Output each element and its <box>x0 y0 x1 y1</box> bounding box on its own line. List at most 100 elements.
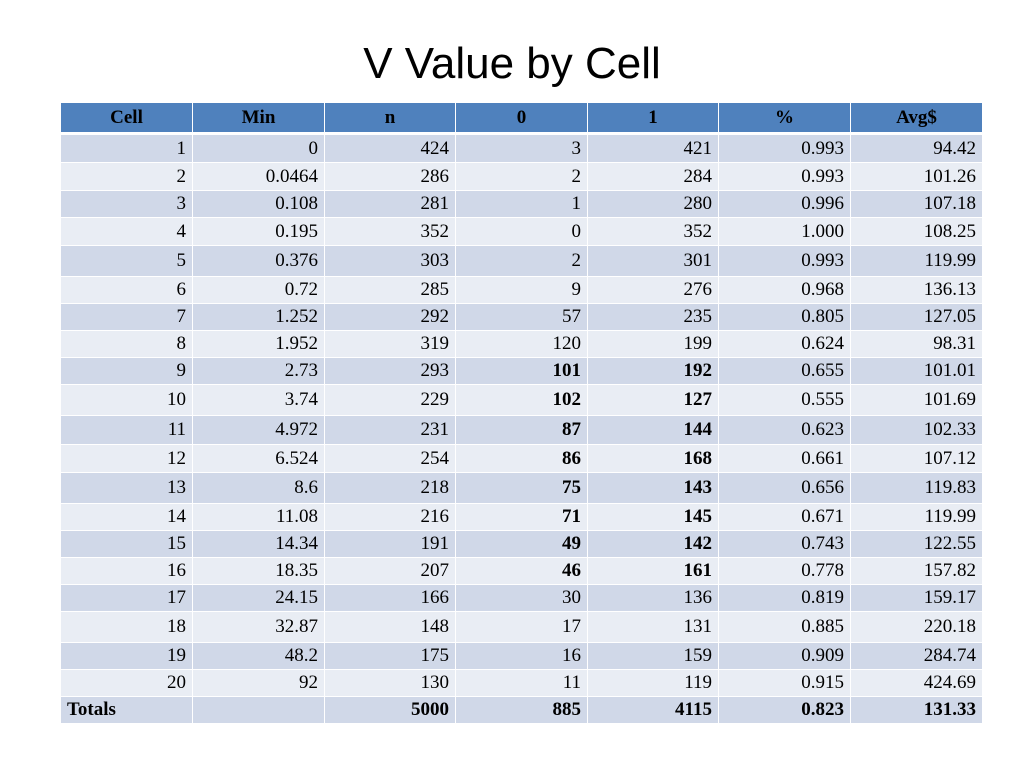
cell-n: 254 <box>324 444 456 473</box>
cell-zero: 101 <box>455 357 588 385</box>
table-row: 11 4.972 231 87 144 0.623 102.33 <box>60 415 983 445</box>
cell-avg: 102.33 <box>850 415 983 445</box>
cell-min: 48.2 <box>192 642 325 670</box>
cell-one: 301 <box>587 245 719 277</box>
v-value-table: Cell Min n 0 1 % Avg$ 1 0 424 3 421 0.993 94.4… <box>60 102 983 724</box>
cell-one: 199 <box>587 330 719 358</box>
cell-zero: 102 <box>455 384 588 416</box>
header-0: 0 <box>455 102 588 134</box>
cell-zero: 71 <box>455 503 588 531</box>
cell-cell: 15 <box>60 530 193 558</box>
cell-percent: 0.743 <box>718 530 851 558</box>
cell-min: 0.72 <box>192 276 325 304</box>
cell-percent: 0.968 <box>718 276 851 304</box>
cell-min: 11.08 <box>192 503 325 531</box>
table-row: 6 0.72 285 9 276 0.968 136.13 <box>60 276 983 304</box>
cell-cell: 8 <box>60 330 193 358</box>
cell-zero: 11 <box>455 669 588 697</box>
cell-n: 231 <box>324 415 456 445</box>
cell-min: 8.6 <box>192 472 325 504</box>
table-row: 19 48.2 175 16 159 0.909 284.74 <box>60 642 983 670</box>
cell-min: 14.34 <box>192 530 325 558</box>
cell-avg: 284.74 <box>850 642 983 670</box>
cell-n: 218 <box>324 472 456 504</box>
cell-percent: 0.993 <box>718 162 851 191</box>
totals-avg: 131.33 <box>850 696 983 724</box>
cell-n: 216 <box>324 503 456 531</box>
cell-n: 293 <box>324 357 456 385</box>
cell-zero: 30 <box>455 584 588 612</box>
cell-one: 143 <box>587 472 719 504</box>
cell-percent: 0.805 <box>718 303 851 331</box>
cell-n: 286 <box>324 162 456 191</box>
cell-zero: 120 <box>455 330 588 358</box>
cell-avg: 101.01 <box>850 357 983 385</box>
table-row: 9 2.73 293 101 192 0.655 101.01 <box>60 357 983 385</box>
cell-one: 136 <box>587 584 719 612</box>
cell-cell: 13 <box>60 472 193 504</box>
cell-avg: 127.05 <box>850 303 983 331</box>
cell-percent: 0.996 <box>718 190 851 218</box>
cell-avg: 159.17 <box>850 584 983 612</box>
cell-cell: 1 <box>60 132 193 163</box>
cell-percent: 0.661 <box>718 444 851 473</box>
cell-one: 421 <box>587 132 719 163</box>
cell-avg: 94.42 <box>850 132 983 163</box>
totals-row: Totals 5000 885 4115 0.823 131.33 <box>60 696 983 724</box>
cell-avg: 101.26 <box>850 162 983 191</box>
table-row: 14 11.08 216 71 145 0.671 119.99 <box>60 503 983 531</box>
cell-min: 18.35 <box>192 557 325 585</box>
header-1: 1 <box>587 102 719 134</box>
cell-percent: 0.778 <box>718 557 851 585</box>
cell-percent: 0.915 <box>718 669 851 697</box>
cell-n: 175 <box>324 642 456 670</box>
cell-one: 280 <box>587 190 719 218</box>
cell-one: 131 <box>587 611 719 643</box>
cell-avg: 122.55 <box>850 530 983 558</box>
cell-n: 191 <box>324 530 456 558</box>
cell-min: 0.108 <box>192 190 325 218</box>
cell-one: 159 <box>587 642 719 670</box>
cell-cell: 18 <box>60 611 193 643</box>
cell-min: 1.252 <box>192 303 325 331</box>
cell-min: 1.952 <box>192 330 325 358</box>
cell-cell: 2 <box>60 162 193 191</box>
cell-avg: 119.83 <box>850 472 983 504</box>
cell-n: 352 <box>324 217 456 246</box>
cell-one: 119 <box>587 669 719 697</box>
cell-min: 4.972 <box>192 415 325 445</box>
cell-one: 127 <box>587 384 719 416</box>
cell-min: 32.87 <box>192 611 325 643</box>
cell-percent: 0.993 <box>718 245 851 277</box>
cell-min: 2.73 <box>192 357 325 385</box>
cell-avg: 136.13 <box>850 276 983 304</box>
cell-cell: 4 <box>60 217 193 246</box>
cell-zero: 49 <box>455 530 588 558</box>
cell-cell: 7 <box>60 303 193 331</box>
cell-zero: 1 <box>455 190 588 218</box>
cell-avg: 108.25 <box>850 217 983 246</box>
cell-avg: 119.99 <box>850 503 983 531</box>
cell-one: 276 <box>587 276 719 304</box>
cell-zero: 0 <box>455 217 588 246</box>
table-row: 3 0.108 281 1 280 0.996 107.18 <box>60 190 983 218</box>
cell-one: 235 <box>587 303 719 331</box>
cell-zero: 17 <box>455 611 588 643</box>
cell-avg: 119.99 <box>850 245 983 277</box>
cell-min: 0 <box>192 132 325 163</box>
cell-zero: 87 <box>455 415 588 445</box>
cell-zero: 57 <box>455 303 588 331</box>
table-row: 17 24.15 166 30 136 0.819 159.17 <box>60 584 983 612</box>
cell-zero: 86 <box>455 444 588 473</box>
table-row: 1 0 424 3 421 0.993 94.42 <box>60 132 983 163</box>
cell-min: 6.524 <box>192 444 325 473</box>
cell-min: 3.74 <box>192 384 325 416</box>
header-min: Min <box>192 102 325 134</box>
cell-zero: 9 <box>455 276 588 304</box>
header-avg: Avg$ <box>850 102 983 134</box>
cell-n: 424 <box>324 132 456 163</box>
cell-n: 281 <box>324 190 456 218</box>
cell-one: 352 <box>587 217 719 246</box>
cell-percent: 0.819 <box>718 584 851 612</box>
cell-avg: 101.69 <box>850 384 983 416</box>
